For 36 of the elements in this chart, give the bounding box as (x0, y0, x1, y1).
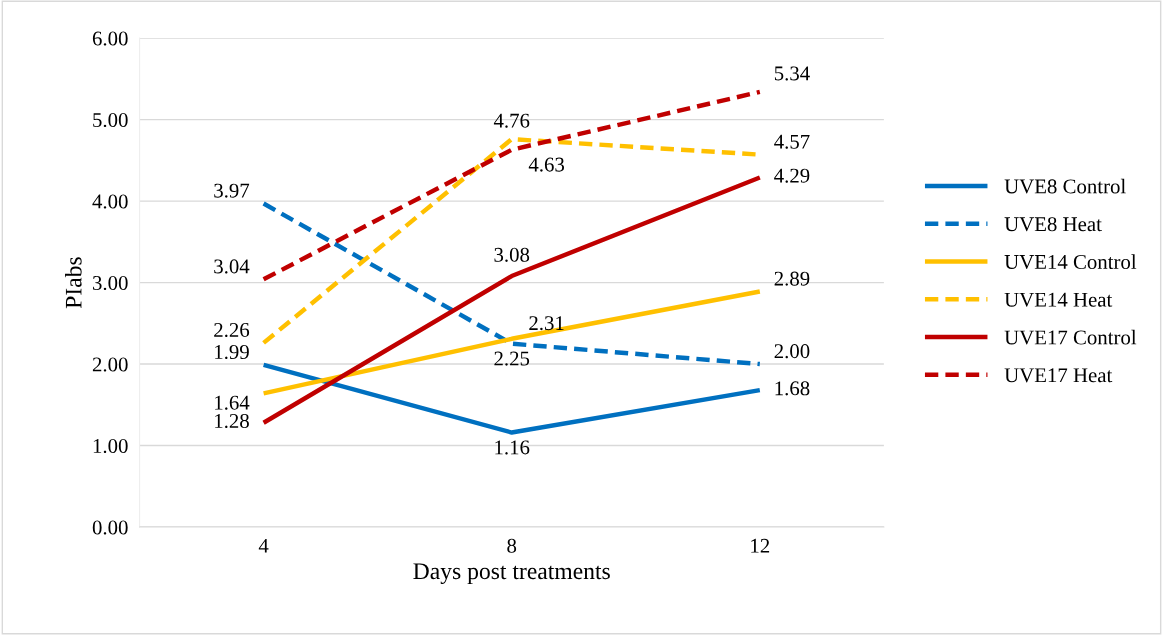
data-label: 1.64 (215, 395, 250, 410)
y-tick-label: 0.00 (92, 520, 128, 535)
data-label: 3.08 (494, 247, 530, 262)
data-label: 2.31 (529, 316, 564, 331)
data-label: 2.89 (774, 271, 810, 286)
y-axis-title: PIabs (65, 257, 82, 309)
legend-label: UVE14 Heat (1004, 292, 1113, 307)
x-tick-label: 12 (751, 538, 770, 553)
data-label: 3.97 (214, 183, 250, 198)
x-axis-title: Days post treatments (413, 563, 610, 585)
data-label: 4.29 (774, 168, 810, 183)
legend-label: UVE14 Control (1004, 254, 1137, 270)
data-label: 4.76 (493, 113, 530, 128)
data-label: 1.99 (215, 344, 249, 360)
legend-label: UVE8 Heat (1004, 217, 1102, 232)
y-tick-label: 3.00 (92, 275, 128, 291)
data-label: 1.68 (775, 381, 810, 396)
data-label: 2.00 (774, 344, 810, 359)
y-tick-label: 5.00 (93, 112, 128, 128)
data-label: 2.26 (214, 322, 250, 338)
y-tick-label: 4.00 (92, 194, 128, 209)
data-label: 1.28 (215, 413, 249, 429)
data-label: 2.25 (494, 351, 530, 366)
data-label: 5.34 (774, 66, 810, 81)
legend-label: UVE17 Control (1004, 329, 1137, 345)
y-tick-label: 6.00 (92, 31, 128, 46)
y-tick-label: 2.00 (92, 357, 128, 372)
y-tick-label: 1.00 (93, 438, 128, 454)
data-label: 3.04 (214, 259, 250, 274)
data-label: 4.57 (774, 134, 810, 149)
data-label: 1.16 (495, 440, 530, 455)
legend-label: UVE17 Heat (1004, 368, 1113, 383)
legend-label: UVE8 Control (1004, 178, 1126, 194)
data-label: 4.63 (528, 157, 565, 172)
x-tick-label: 8 (507, 538, 517, 553)
x-tick-label: 4 (258, 538, 269, 553)
